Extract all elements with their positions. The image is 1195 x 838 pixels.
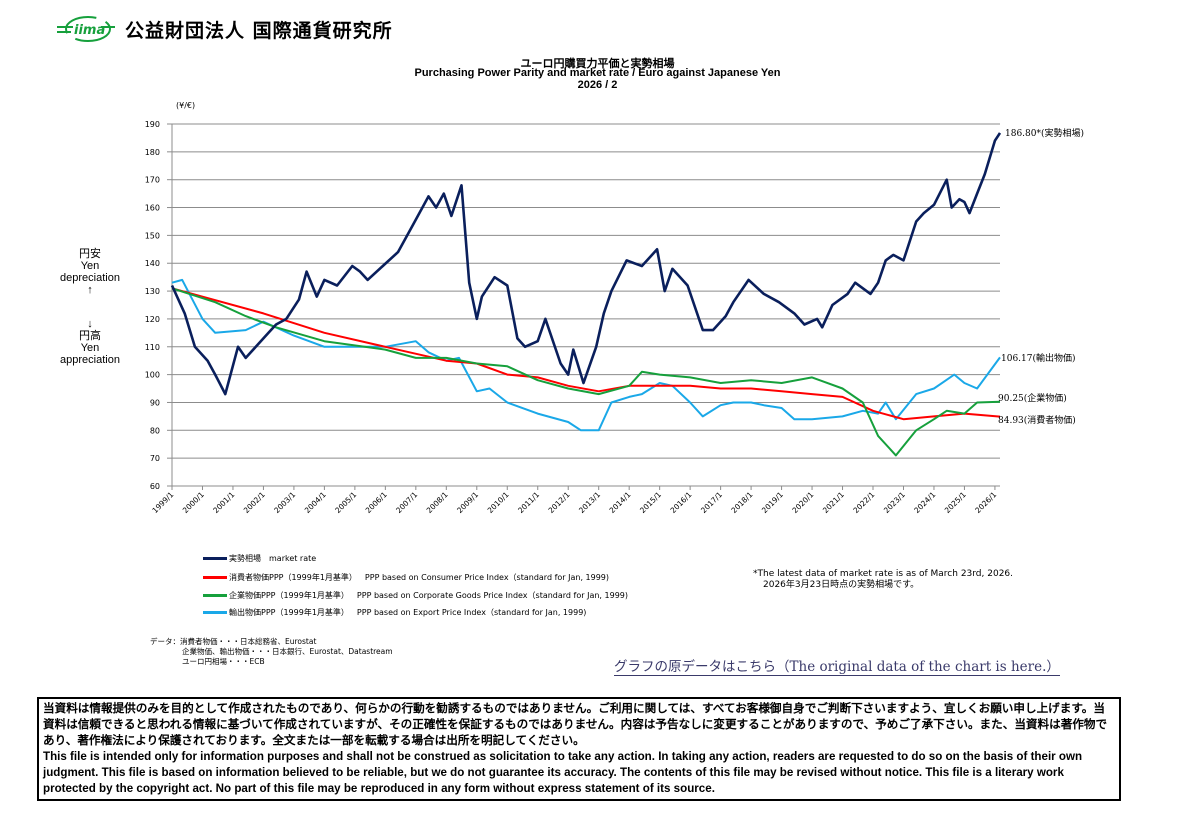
series-line-cgpi-ppp	[171, 287, 1001, 457]
y-tick-label: 120	[145, 315, 160, 324]
chart-plot: 60 70 80 90 100 110 120 130 140 150 160 170 180 190 19…	[145, 120, 1002, 515]
x-tick-label: 2006/1	[364, 490, 389, 515]
end-label-export: 106.17(輸出物価)	[1001, 354, 1076, 364]
legend-swatch	[203, 594, 227, 597]
svg-text:iima: iima	[74, 23, 105, 38]
disclaimer-jp: 当資料は情報提供のみを目的として作成されたものであり、何らかの行動を勧誘するもの…	[43, 702, 1108, 747]
legend-label-jp: 実勢相場	[229, 554, 261, 563]
x-tick-label: 2009/1	[455, 490, 480, 515]
x-tick-label: 2017/1	[699, 490, 724, 515]
legend-item: 実勢相場 market rate	[203, 553, 316, 564]
original-data-link[interactable]: グラフの原データはこちら（The original data of the ch…	[614, 655, 1060, 676]
series-line-export-ppp	[171, 278, 1001, 432]
data-sources: データ：消費者物価・・・日本総務省、Eurostat 企業物価、輸出物価・・・日本…	[150, 637, 393, 666]
x-tick-label: 2001/1	[211, 490, 236, 515]
logo: iima 公益財団法人 国際通貨研究所	[55, 14, 393, 44]
x-tick-label: 2010/1	[486, 490, 511, 515]
x-tick-label: 2005/1	[333, 490, 358, 515]
x-tick-label: 2022/1	[851, 490, 876, 515]
y-tick-label: 140	[145, 259, 160, 268]
x-tick-label: 2004/1	[303, 490, 328, 515]
x-tick-label: 2019/1	[760, 490, 785, 515]
chart-date: 2026 / 2	[577, 79, 618, 91]
legend-swatch	[203, 611, 227, 614]
x-tick-label: 2026/1	[973, 490, 998, 515]
x-tick-label: 2002/1	[242, 490, 267, 515]
yen-appreciation-label: ↓ 円高 Yen appreciation	[60, 318, 120, 366]
chart-title: ユーロ円購買力平価と実勢相場	[520, 58, 675, 70]
y-tick-label: 100	[145, 371, 160, 380]
x-tick-label: 2021/1	[821, 490, 846, 515]
x-tick-label: 1999/1	[150, 490, 175, 515]
end-label-market: 186.80*(実勢相場)	[1005, 129, 1085, 139]
x-tick-label: 2015/1	[638, 490, 663, 515]
end-label-cpi: 84.93(消費者物価)	[998, 416, 1076, 426]
x-tick-label: 2013/1	[577, 490, 602, 515]
y-axis-unit: (¥/€)	[176, 101, 196, 110]
y-tick-label: 60	[150, 482, 160, 491]
latest-data-note: *The latest data of market rate is as of…	[753, 569, 1014, 590]
end-label-cgpi: 90.25(企業物価)	[998, 394, 1067, 404]
x-tick-label: 2003/1	[272, 490, 297, 515]
legend-item: 企業物価PPP（1999年1月基準） PPP based on Corporate…	[203, 590, 628, 601]
legend-item: 輸出物価PPP（1999年1月基準） PPP based on Export Pr…	[203, 607, 586, 618]
yen-depreciation-label: 円安 Yen depreciation ↑	[60, 248, 120, 296]
y-tick-label: 180	[145, 148, 160, 157]
legend-label-en: PPP based on Consumer Price Index（standa…	[364, 573, 610, 582]
y-tick-label: 170	[145, 176, 160, 185]
x-tick-label: 2014/1	[608, 490, 633, 515]
x-tick-label: 2008/1	[425, 490, 450, 515]
disclaimer-box: 当資料は情報提供のみを目的として作成されたものであり、何らかの行動を勧誘するもの…	[37, 697, 1121, 801]
y-tick-label: 150	[145, 231, 160, 240]
y-tick-label: 130	[145, 287, 160, 296]
org-name: 公益財団法人 国際通貨研究所	[125, 19, 393, 42]
y-tick-label: 110	[145, 343, 160, 352]
legend-label-en: PPP based on Corporate Goods Price Index…	[356, 591, 628, 600]
disclaimer-en: This file is intended only for informati…	[43, 750, 1083, 795]
chart-subtitle: Purchasing Power Parity and market rate …	[414, 67, 781, 79]
legend-swatch	[203, 557, 227, 560]
legend-swatch	[203, 576, 227, 579]
x-tick-label: 2023/1	[882, 490, 907, 515]
series-line-market-rate	[170, 132, 1002, 396]
x-tick-label: 2024/1	[912, 490, 937, 515]
x-tick-label: 2012/1	[547, 490, 572, 515]
legend-label-jp: 輸出物価PPP（1999年1月基準）	[229, 608, 349, 617]
y-tick-label: 70	[150, 454, 160, 463]
x-tick-label: 2020/1	[790, 490, 815, 515]
x-tick-label: 2016/1	[669, 490, 694, 515]
iima-logo-icon: iima	[57, 16, 115, 42]
legend-label-en: PPP based on Export Price Index（standard…	[356, 608, 587, 617]
y-tick-label: 190	[145, 120, 160, 129]
x-tick-label: 2025/1	[943, 490, 968, 515]
legend-label-en: market rate	[269, 554, 317, 563]
x-tick-label: 2000/1	[181, 490, 206, 515]
legend-item: 消費者物価PPP（1999年1月基準） PPP based on Consumer…	[203, 572, 609, 583]
x-tick-label: 2011/1	[516, 490, 541, 515]
y-tick-label: 160	[145, 204, 160, 213]
legend-label-jp: 消費者物価PPP（1999年1月基準）	[229, 573, 357, 582]
y-tick-label: 80	[150, 426, 160, 435]
series-line-cpi-ppp	[171, 287, 1001, 421]
x-tick-label: 2007/1	[394, 490, 419, 515]
legend-label-jp: 企業物価PPP（1999年1月基準）	[229, 591, 349, 600]
y-tick-label: 90	[150, 398, 160, 407]
x-tick-label: 2018/1	[729, 490, 754, 515]
